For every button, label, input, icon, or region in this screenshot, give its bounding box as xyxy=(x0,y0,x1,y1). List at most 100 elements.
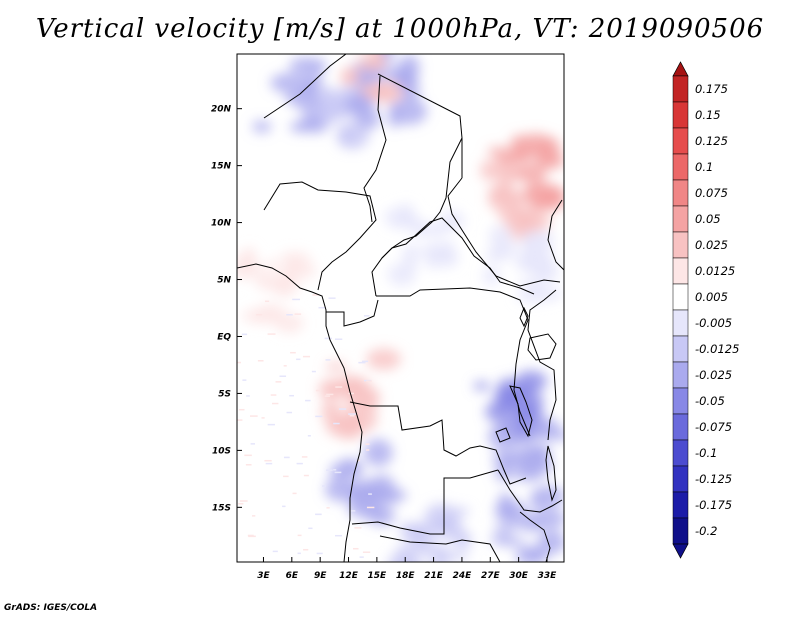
colorbar-label: 0.1 xyxy=(695,160,713,174)
ocean-speckle xyxy=(283,365,287,367)
field-region-11 xyxy=(421,543,435,558)
field-region-11 xyxy=(395,544,426,555)
y-tick-label: 10S xyxy=(212,446,231,456)
border-eastafrica xyxy=(527,289,557,441)
colorbar-band xyxy=(672,413,689,441)
border-zambia xyxy=(497,469,563,513)
x-tick-label: 18E xyxy=(396,571,416,581)
field-region-3 xyxy=(340,66,359,84)
x-axis: 3E 6E 9E 12E 15E 18E 21E 24E 27E 30E 33E xyxy=(257,557,557,581)
ocean-speckle xyxy=(292,298,300,301)
field-region-6 xyxy=(488,225,513,245)
ocean-speckle xyxy=(264,300,270,303)
ocean-speckle xyxy=(318,306,326,309)
colorbar-band xyxy=(672,101,689,129)
field-region-1 xyxy=(296,97,313,107)
colorbar-band xyxy=(672,257,689,285)
y-axis: 20N 15N 10N 5N EQ 5S 10S 15S xyxy=(211,105,242,513)
y-tick-label: 5S xyxy=(218,389,231,399)
colorbar-label: -0.05 xyxy=(695,394,725,408)
ocean-speckle xyxy=(348,413,357,415)
field-region-6 xyxy=(482,266,501,286)
field-region-3 xyxy=(380,20,410,40)
ocean-speckle xyxy=(335,534,343,537)
colorbar-band xyxy=(672,465,689,493)
ocean-speckle xyxy=(294,313,302,315)
ocean-speckle xyxy=(301,456,308,458)
ocean-speckle xyxy=(290,351,296,354)
ocean-speckle xyxy=(283,456,290,459)
colorbar-label: -0.075 xyxy=(695,420,732,434)
field-region-3 xyxy=(365,88,383,100)
x-tick-label: 30E xyxy=(509,571,529,581)
ocean-speckle xyxy=(322,485,326,487)
field-region-7 xyxy=(269,278,295,294)
ocean-speckle xyxy=(283,475,289,478)
ocean-speckle xyxy=(366,506,375,509)
border-sudan-chad xyxy=(371,137,463,297)
field-region-0 xyxy=(289,121,314,133)
field-region-8 xyxy=(514,370,548,392)
field-region-5 xyxy=(513,163,547,183)
ocean-speckle xyxy=(362,360,369,363)
ocean-speckle xyxy=(366,380,372,382)
border-south-sudan xyxy=(447,177,561,287)
field-region-3 xyxy=(370,54,384,70)
field-region-9 xyxy=(494,467,514,482)
ocean-speckle xyxy=(308,527,313,530)
ocean-speckle xyxy=(238,503,244,505)
field-region-12 xyxy=(537,529,564,555)
ocean-speckle xyxy=(244,454,252,457)
ocean-speckle xyxy=(335,386,343,388)
colorbar-band xyxy=(672,309,689,337)
ocean-speckle xyxy=(282,505,286,508)
y-tick-label: 20N xyxy=(211,105,232,115)
ocean-speckle xyxy=(237,419,243,421)
ocean-speckle xyxy=(272,550,278,553)
field-region-5 xyxy=(533,139,554,163)
ocean-speckle xyxy=(324,337,332,340)
ocean-speckle xyxy=(265,462,273,465)
ocean-speckle xyxy=(326,393,334,396)
field-region-12 xyxy=(531,485,564,508)
field-region-9 xyxy=(492,451,515,469)
ocean-speckle xyxy=(267,423,275,426)
ocean-speckle xyxy=(326,507,330,509)
colorbar-label: 0.125 xyxy=(695,134,728,148)
colorbar-band xyxy=(672,361,689,389)
ocean-speckle xyxy=(333,469,337,471)
colorbar-label: 0.025 xyxy=(695,238,728,252)
ocean-speckle xyxy=(356,459,361,462)
colorbar-label: 0.075 xyxy=(695,186,728,200)
ocean-speckle xyxy=(368,493,372,495)
field-region-2 xyxy=(385,66,416,83)
colorbar-band xyxy=(672,179,689,207)
border-libya-chad xyxy=(377,73,463,178)
ocean-speckle xyxy=(289,394,295,397)
field-region-11 xyxy=(387,552,422,562)
field-region-6 xyxy=(527,287,563,301)
ocean-speckle xyxy=(362,551,371,553)
field-region-7 xyxy=(242,308,274,324)
colorbar-band xyxy=(672,231,689,259)
y-tick-label: 15S xyxy=(212,503,231,513)
ocean-speckle xyxy=(292,492,297,495)
grads-credit: GrADS: IGES/COLA xyxy=(4,603,98,613)
x-tick-label: 15E xyxy=(368,571,388,581)
border-car xyxy=(381,217,535,295)
ocean-speckle xyxy=(250,443,256,445)
colorbar-band xyxy=(672,517,689,545)
field-region-12 xyxy=(503,538,527,547)
ocean-speckle xyxy=(239,500,248,502)
ocean-speckle xyxy=(334,338,343,340)
field-region-10 xyxy=(329,462,356,480)
field-region-13 xyxy=(320,400,342,423)
field-region-5 xyxy=(508,148,535,162)
field-region-3 xyxy=(364,28,388,47)
colorbar-label: -0.1 xyxy=(695,446,717,460)
colorbar-bottom-arrow xyxy=(672,543,689,559)
field-region-13 xyxy=(343,405,378,432)
ocean-speckle xyxy=(348,392,355,395)
colorbar-label: 0.175 xyxy=(695,82,728,96)
